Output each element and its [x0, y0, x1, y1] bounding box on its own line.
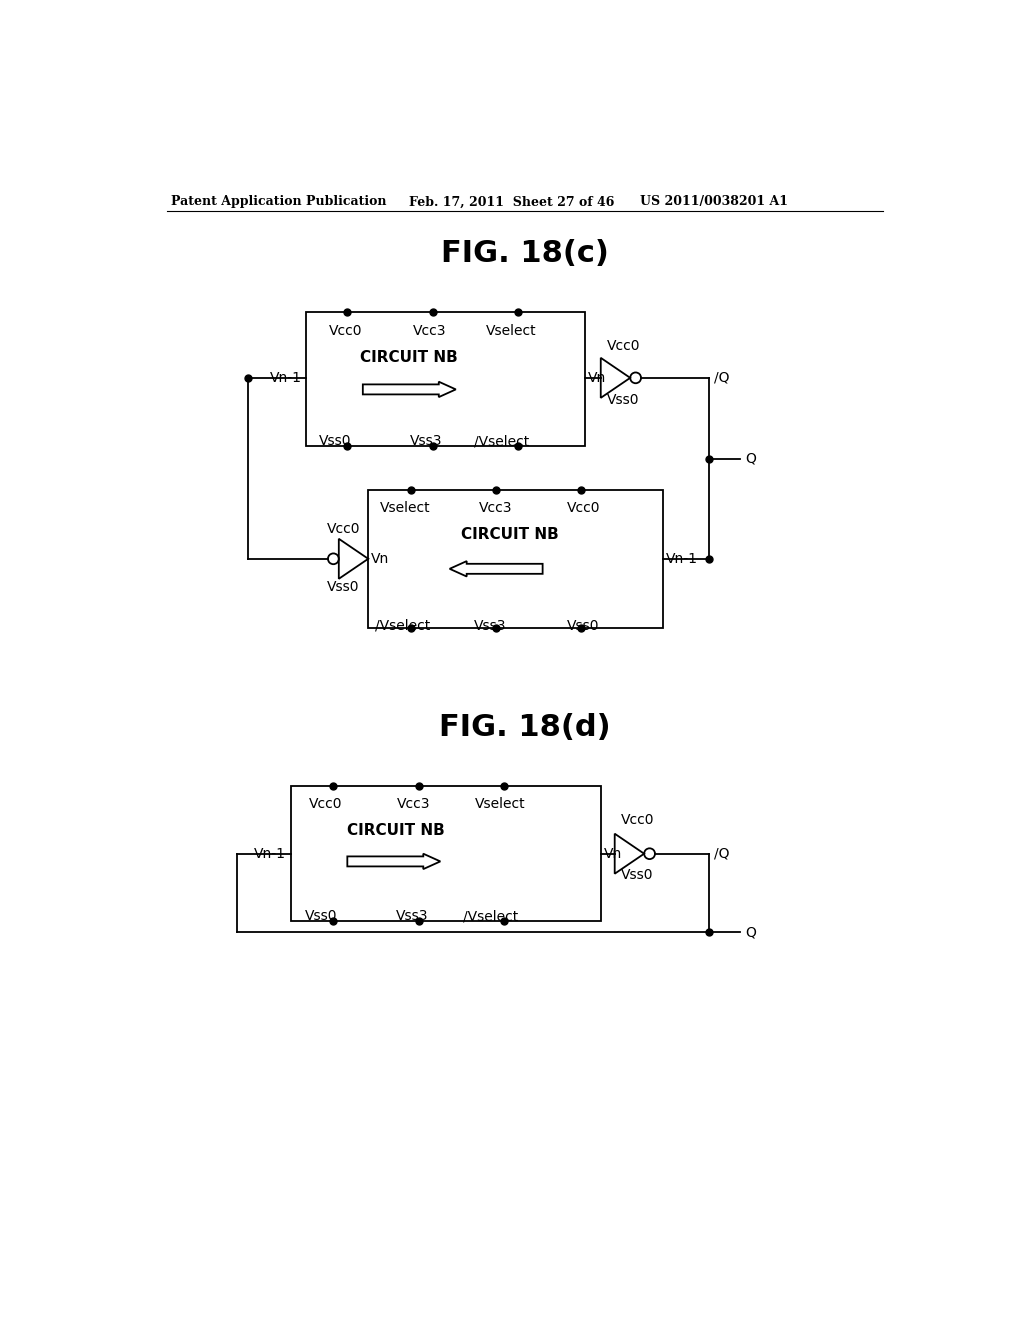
Text: Vn: Vn: [604, 846, 623, 861]
FancyArrow shape: [347, 854, 440, 869]
Text: Vss0: Vss0: [318, 434, 351, 447]
Text: CIRCUIT NB: CIRCUIT NB: [347, 824, 445, 838]
Text: Vn-1: Vn-1: [666, 552, 697, 566]
Text: /Vselect: /Vselect: [463, 909, 518, 923]
Text: Vcc0: Vcc0: [327, 521, 359, 536]
Text: Vss3: Vss3: [474, 619, 506, 632]
Text: Vn: Vn: [372, 552, 389, 566]
Text: Vss3: Vss3: [410, 434, 442, 447]
Text: Vss0: Vss0: [607, 393, 639, 408]
Text: US 2011/0038201 A1: US 2011/0038201 A1: [640, 195, 787, 209]
Text: Feb. 17, 2011  Sheet 27 of 46: Feb. 17, 2011 Sheet 27 of 46: [409, 195, 614, 209]
Text: CIRCUIT NB: CIRCUIT NB: [360, 350, 459, 364]
Text: FIG. 18(c): FIG. 18(c): [441, 239, 608, 268]
Text: Vn-1: Vn-1: [254, 846, 286, 861]
Text: Vcc0: Vcc0: [329, 323, 362, 338]
FancyArrow shape: [362, 381, 456, 397]
Text: Q: Q: [744, 925, 756, 940]
Text: Vcc3: Vcc3: [413, 323, 445, 338]
Text: Vcc3: Vcc3: [397, 797, 430, 812]
FancyArrow shape: [450, 561, 543, 577]
Text: Vss0: Vss0: [621, 869, 653, 882]
Text: /Vselect: /Vselect: [474, 434, 529, 447]
Text: Vcc0: Vcc0: [607, 339, 640, 354]
Text: /Vselect: /Vselect: [375, 619, 430, 632]
Text: Vss0: Vss0: [327, 581, 358, 594]
Text: Vss3: Vss3: [396, 909, 429, 923]
Text: Vss0: Vss0: [305, 909, 337, 923]
Text: Vcc3: Vcc3: [479, 502, 513, 515]
Text: Q: Q: [744, 451, 756, 466]
Text: Vcc0: Vcc0: [621, 813, 654, 826]
Text: Vselect: Vselect: [486, 323, 537, 338]
Text: Vcc0: Vcc0: [308, 797, 342, 812]
Text: Vselect: Vselect: [475, 797, 526, 812]
Text: FIG. 18(d): FIG. 18(d): [439, 713, 610, 742]
Text: Vn: Vn: [589, 371, 606, 385]
Text: Patent Application Publication: Patent Application Publication: [171, 195, 386, 209]
Text: /Q: /Q: [714, 846, 729, 861]
Text: /Q: /Q: [714, 371, 729, 385]
Text: Vn-1: Vn-1: [269, 371, 302, 385]
Text: Vss0: Vss0: [566, 619, 599, 632]
Text: Vselect: Vselect: [380, 502, 430, 515]
Text: Vcc0: Vcc0: [566, 502, 600, 515]
Text: CIRCUIT NB: CIRCUIT NB: [461, 527, 559, 541]
